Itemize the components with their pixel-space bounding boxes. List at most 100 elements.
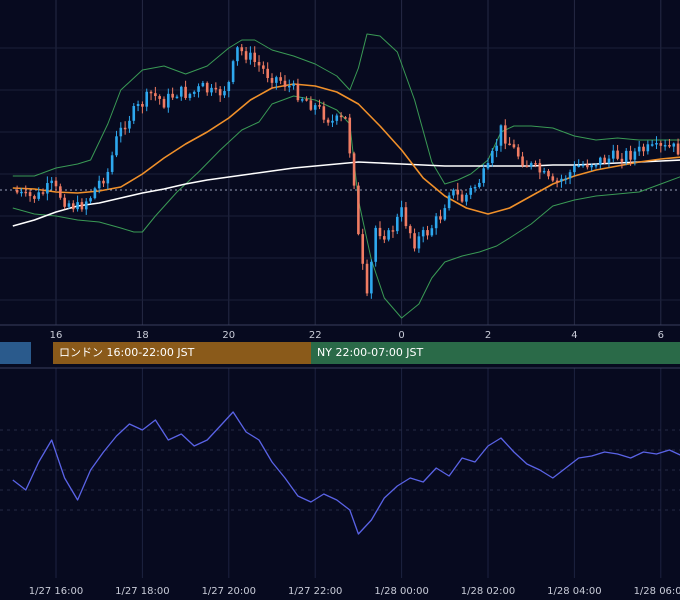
candle-body — [179, 86, 183, 97]
candle-body — [417, 236, 421, 249]
candle-body — [197, 86, 200, 92]
candle-body — [529, 163, 533, 167]
candle-body — [28, 192, 32, 197]
candle-body — [162, 98, 166, 108]
candle-body — [512, 144, 516, 148]
candle-body — [331, 120, 334, 123]
candle-body — [603, 157, 606, 164]
candle-body — [400, 207, 403, 217]
candle-body — [655, 143, 658, 145]
candle-body — [525, 165, 529, 168]
candle-body — [378, 227, 382, 237]
candle-body — [309, 100, 313, 110]
candle-body — [201, 82, 205, 87]
candle-body — [318, 105, 321, 107]
candle-body — [659, 143, 663, 146]
candle-body — [624, 150, 628, 162]
candle-body — [110, 155, 114, 172]
candle-body — [167, 93, 170, 108]
session-ny-bar: NY 22:00-07:00 JST — [311, 342, 680, 364]
candle-body — [370, 261, 373, 294]
candle-body — [106, 171, 110, 184]
candle-body — [300, 99, 304, 101]
candle-body — [240, 47, 244, 52]
sub-x-tick-label: 1/27 16:00 — [29, 586, 83, 597]
candle-body — [633, 151, 637, 160]
candle-body — [421, 230, 425, 237]
candle-body — [93, 188, 97, 199]
candle-body — [244, 51, 248, 60]
candle-body — [642, 146, 645, 152]
candle-body — [599, 157, 602, 165]
candle-body — [188, 93, 192, 98]
candle-body — [465, 194, 468, 202]
candle-body — [67, 203, 71, 207]
candle-body — [236, 47, 239, 62]
candle-body — [478, 182, 481, 187]
candle-body — [33, 196, 36, 199]
candle-body — [275, 77, 278, 83]
candle-body — [214, 87, 218, 90]
candle-body — [253, 52, 257, 62]
candle-body — [54, 180, 58, 187]
candle-body — [279, 77, 282, 81]
candle-body — [620, 158, 624, 162]
candle-body — [629, 150, 632, 160]
candle-body — [24, 191, 28, 194]
candle-body — [482, 168, 485, 183]
candle-body — [97, 180, 101, 189]
candle-body — [560, 178, 563, 182]
candle-body — [326, 119, 330, 123]
candle-body — [141, 104, 144, 107]
bollinger-lower-band — [12, 95, 680, 319]
candle-body — [89, 198, 92, 202]
candle-body — [430, 228, 434, 236]
white-moving-average — [12, 159, 680, 227]
session-tokyo-bar — [0, 342, 31, 364]
candle-body — [581, 164, 585, 167]
sub-x-tick-label: 1/27 22:00 — [288, 586, 342, 597]
candle-body — [313, 105, 317, 110]
candle-body — [404, 207, 408, 227]
candle-body — [231, 61, 235, 83]
candle-body — [646, 144, 650, 152]
candle-body — [538, 163, 542, 173]
candle-body — [408, 226, 412, 234]
candle-body — [128, 120, 131, 129]
sub-x-tick-label: 1/28 00:00 — [374, 586, 428, 597]
candle-body — [616, 150, 619, 159]
candle-body — [383, 236, 386, 240]
candle-body — [123, 127, 127, 130]
main-x-tick-label: 16 — [50, 330, 63, 341]
candle-body — [287, 85, 291, 88]
candle-body — [205, 82, 209, 93]
candle-body — [171, 93, 174, 98]
main-x-tick-label: 20 — [222, 330, 235, 341]
candle-body — [460, 194, 464, 202]
candle-body — [50, 180, 53, 184]
candle-body — [227, 82, 231, 92]
candle-body — [361, 234, 365, 264]
candle-body — [149, 91, 153, 94]
candle-body — [663, 145, 667, 147]
candle-body — [637, 146, 641, 152]
candle-body — [374, 227, 377, 262]
main-x-tick-label: 22 — [309, 330, 322, 341]
candle-body — [573, 165, 576, 173]
candle-body — [322, 106, 326, 120]
candle-body — [486, 163, 490, 169]
main-x-tick-label: 6 — [658, 330, 664, 341]
candle-body — [102, 180, 105, 184]
candle-body — [542, 170, 546, 173]
candle-body — [344, 117, 347, 119]
candle-body — [339, 115, 343, 118]
candle-body — [257, 61, 261, 66]
sub-x-tick-label: 1/28 04:00 — [547, 586, 601, 597]
candle-body — [352, 153, 356, 186]
candle-body — [154, 93, 157, 97]
candle-body — [305, 99, 308, 101]
candle-body — [119, 127, 123, 137]
candle-body — [348, 117, 352, 154]
candle-body — [296, 83, 300, 101]
